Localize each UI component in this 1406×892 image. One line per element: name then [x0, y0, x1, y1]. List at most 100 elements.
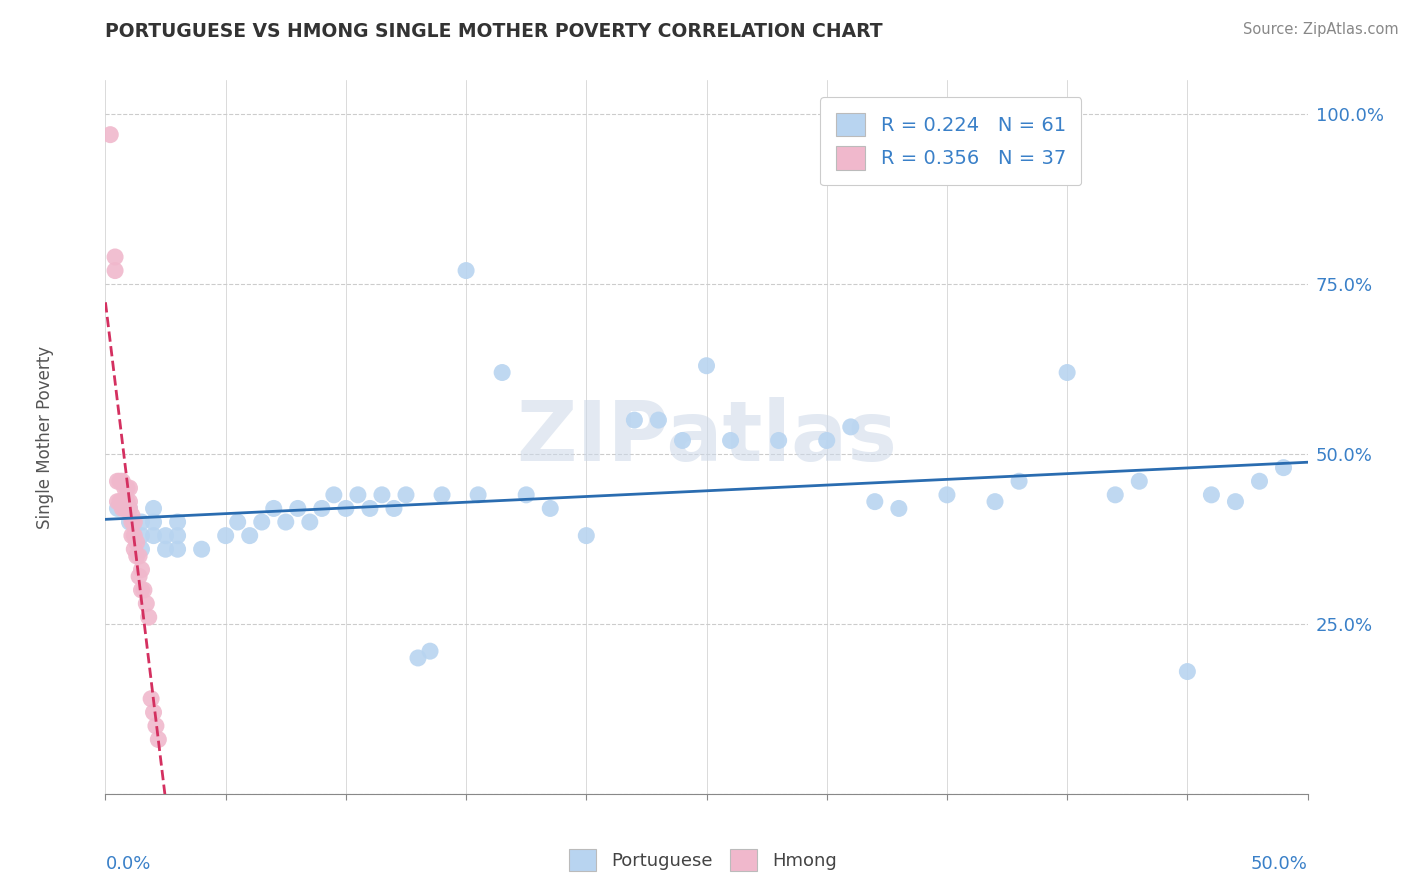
Point [155, 528, 177, 542]
Point [118, 494, 141, 508]
Point [131, 582, 153, 597]
Text: Single Mother Poverty: Single Mother Poverty [37, 345, 55, 529]
Point [131, 515, 153, 529]
Point [359, 501, 381, 516]
Point [111, 501, 134, 516]
Point [1104, 488, 1126, 502]
Point [115, 481, 138, 495]
Point [142, 515, 165, 529]
Point [115, 494, 138, 508]
Point [239, 528, 262, 542]
Point [647, 413, 669, 427]
Point [311, 501, 333, 516]
Point [335, 501, 357, 516]
Point [936, 488, 959, 502]
Point [111, 494, 134, 508]
Point [132, 582, 155, 597]
Text: 50.0%: 50.0% [1251, 855, 1308, 872]
Point [190, 542, 212, 557]
Point [430, 488, 453, 502]
Point [114, 494, 136, 508]
Point [121, 508, 143, 523]
Point [1225, 494, 1247, 508]
Point [887, 501, 910, 516]
Point [142, 501, 165, 516]
Legend: R = 0.224   N = 61, R = 0.356   N = 37: R = 0.224 N = 61, R = 0.356 N = 37 [820, 97, 1081, 186]
Point [322, 488, 344, 502]
Point [124, 542, 146, 557]
Point [1128, 475, 1150, 489]
Legend: Portuguese, Hmong: Portuguese, Hmong [562, 842, 844, 879]
Point [166, 542, 188, 557]
Point [98, 128, 121, 142]
Point [155, 542, 177, 557]
Point [623, 413, 645, 427]
Point [1272, 460, 1295, 475]
Point [815, 434, 838, 448]
Point [395, 488, 418, 502]
Point [107, 501, 129, 516]
Point [538, 501, 561, 516]
Text: ZIPatlas: ZIPatlas [516, 397, 897, 477]
Point [118, 481, 141, 495]
Point [226, 515, 249, 529]
Point [214, 528, 236, 542]
Point [1008, 475, 1031, 489]
Point [347, 488, 370, 502]
Point [125, 549, 148, 563]
Point [142, 528, 165, 542]
Text: Source: ZipAtlas.com: Source: ZipAtlas.com [1243, 22, 1399, 37]
Point [419, 644, 441, 658]
Point [382, 501, 405, 516]
Point [118, 501, 141, 516]
Point [131, 563, 153, 577]
Point [839, 420, 862, 434]
Point [671, 434, 693, 448]
Point [118, 501, 141, 516]
Point [128, 549, 150, 563]
Point [1175, 665, 1198, 679]
Point [371, 488, 394, 502]
Point [467, 488, 489, 502]
Point [287, 501, 309, 516]
Point [145, 719, 167, 733]
Point [125, 535, 148, 549]
Point [696, 359, 718, 373]
Point [139, 691, 162, 706]
Point [128, 569, 150, 583]
Point [142, 706, 165, 720]
Point [406, 651, 429, 665]
Point [108, 475, 131, 489]
Point [131, 528, 153, 542]
Point [108, 494, 131, 508]
Point [166, 528, 188, 542]
Point [121, 528, 143, 542]
Point [575, 528, 598, 542]
Point [298, 515, 321, 529]
Point [515, 488, 537, 502]
Point [114, 501, 136, 516]
Point [274, 515, 297, 529]
Point [863, 494, 886, 508]
Point [768, 434, 790, 448]
Point [984, 494, 1007, 508]
Point [138, 610, 160, 624]
Point [131, 542, 153, 557]
Point [250, 515, 273, 529]
Point [107, 475, 129, 489]
Point [454, 263, 477, 277]
Point [111, 475, 134, 489]
Point [1249, 475, 1271, 489]
Point [104, 250, 127, 264]
Point [148, 732, 170, 747]
Point [121, 515, 143, 529]
Point [107, 494, 129, 508]
Point [124, 528, 146, 542]
Point [118, 515, 141, 529]
Text: 0.0%: 0.0% [105, 855, 150, 872]
Point [720, 434, 742, 448]
Point [1056, 366, 1078, 380]
Point [491, 366, 513, 380]
Point [166, 515, 188, 529]
Point [135, 597, 157, 611]
